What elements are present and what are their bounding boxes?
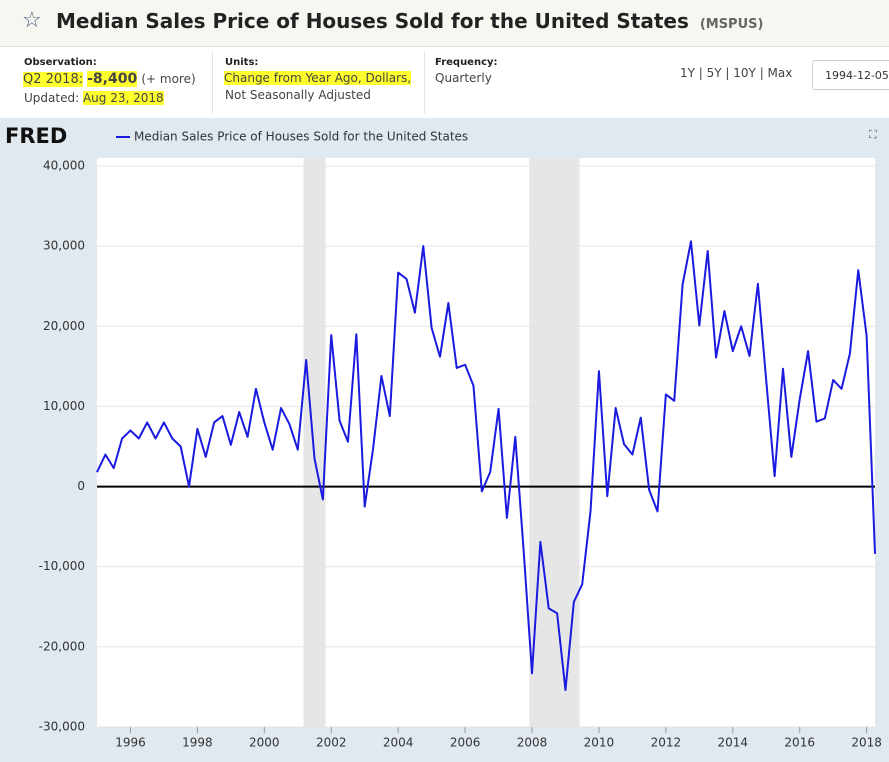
x-tick-label: 2002 <box>316 736 347 750</box>
recession-shade <box>303 158 326 727</box>
data-line <box>96 240 876 692</box>
title-bar: ☆ Median Sales Price of Houses Sold for … <box>0 0 889 47</box>
observation-value: -8,400 <box>87 71 138 87</box>
separator <box>212 52 213 114</box>
y-tick-label: 10,000 <box>43 399 85 413</box>
y-tick-label: -20,000 <box>39 639 85 653</box>
x-tick-label: 1996 <box>115 736 146 750</box>
page-title: Median Sales Price of Houses Sold for th… <box>56 9 763 33</box>
updated: Updated: Aug 23, 2018 <box>24 91 164 105</box>
x-tick-label: 2018 <box>851 736 882 750</box>
observation: Q2 2018: -8,400 (+ more) <box>23 71 196 87</box>
fullscreen-icon[interactable]: ⛶ <box>869 128 877 141</box>
plot-area <box>97 158 875 727</box>
star-icon[interactable]: ☆ <box>22 8 42 33</box>
x-tick-label: 1998 <box>182 736 213 750</box>
updated-label: Updated: <box>24 91 80 105</box>
x-tick-label: 2004 <box>383 736 414 750</box>
chart: FRED Median Sales Price of Houses Sold f… <box>0 118 889 762</box>
y-tick-label: 30,000 <box>43 239 85 253</box>
units: Change from Year Ago, Dollars, <box>224 71 412 85</box>
fred-logo: FRED <box>5 124 67 148</box>
y-tick-label: -30,000 <box>39 720 85 734</box>
updated-date: Aug 23, 2018 <box>82 91 164 105</box>
more-link[interactable]: (+ more) <box>141 72 196 86</box>
x-tick-label: 2016 <box>784 736 815 750</box>
recession-shade <box>529 158 580 727</box>
title-text: Median Sales Price of Houses Sold for th… <box>56 9 689 33</box>
x-tick-label: 2012 <box>651 736 682 750</box>
observation-label: Observation: <box>24 57 97 68</box>
y-tick-label: 40,000 <box>43 159 85 173</box>
frequency-label: Frequency: <box>435 57 498 68</box>
y-tick-label: 0 <box>77 479 85 493</box>
x-tick-label: 2014 <box>718 736 749 750</box>
separator <box>424 52 425 114</box>
start-date-input[interactable]: 1994-12-05 <box>812 60 889 90</box>
legend-entry: Median Sales Price of Houses Sold for th… <box>134 130 468 144</box>
x-tick-label: 2000 <box>249 736 280 750</box>
units-label: Units: <box>225 57 259 68</box>
frequency: Quarterly <box>435 71 492 85</box>
series-code: (MSPUS) <box>699 17 764 32</box>
x-tick-label: 2010 <box>584 736 615 750</box>
y-tick-label: -10,000 <box>39 559 85 573</box>
y-tick-label: 20,000 <box>43 319 85 333</box>
x-tick-label: 2008 <box>517 736 548 750</box>
range-buttons[interactable]: 1Y | 5Y | 10Y | Max <box>680 66 793 80</box>
observation-period: Q2 2018: <box>23 72 84 87</box>
x-tick-label: 2006 <box>450 736 481 750</box>
units-2: Not Seasonally Adjusted <box>225 88 371 102</box>
